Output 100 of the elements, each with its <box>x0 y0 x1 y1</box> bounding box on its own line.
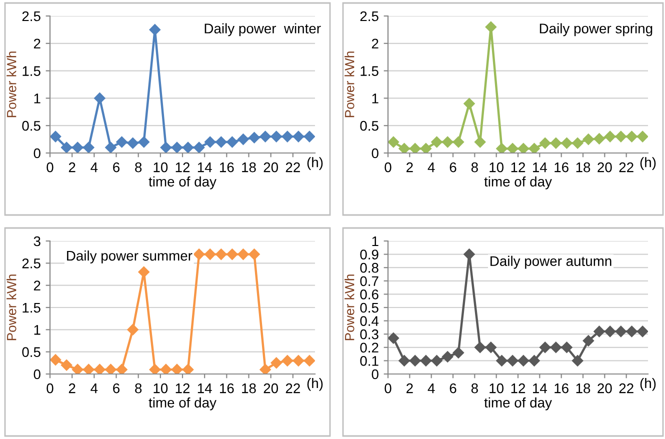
point <box>420 143 432 153</box>
y-tick-label: 0 <box>372 148 378 158</box>
point <box>388 332 400 344</box>
x-tick-label: 2 <box>68 162 76 172</box>
text: (h) <box>640 378 656 391</box>
point <box>270 357 282 369</box>
x-tick-label: 6 <box>450 162 456 172</box>
y-axis-title: Power kWh <box>344 52 354 118</box>
x-tick-label: 6 <box>113 162 120 172</box>
point <box>409 355 421 366</box>
y-tick-label: 2.5 <box>22 11 40 22</box>
x-tick-label: 2 <box>68 383 76 394</box>
point <box>304 130 315 142</box>
point <box>518 143 530 153</box>
point <box>171 142 183 153</box>
point <box>260 364 271 374</box>
x-tick-label: 16 <box>554 162 568 172</box>
point <box>636 130 648 142</box>
point <box>282 355 293 366</box>
point <box>116 136 128 148</box>
point <box>50 130 62 142</box>
point <box>72 364 84 374</box>
point <box>149 364 160 374</box>
point <box>388 136 400 148</box>
point <box>83 142 94 153</box>
y-tick-label: 0.5 <box>360 302 378 313</box>
x-tick-label: 4 <box>90 162 98 172</box>
point <box>561 342 572 354</box>
point <box>506 143 518 153</box>
y-tick-label: 0.8 <box>360 262 378 273</box>
point <box>60 360 72 371</box>
point <box>226 248 238 260</box>
text: (h) <box>307 157 323 170</box>
point <box>193 248 205 260</box>
x-tick-label: 20 <box>264 162 278 172</box>
x-tick-label: 16 <box>554 383 568 394</box>
x-axis-title: time of day <box>148 176 216 190</box>
y-tick-label: 1 <box>372 94 378 104</box>
y-tick-label: 3 <box>34 236 40 246</box>
point <box>474 136 486 148</box>
text: (h) <box>307 378 323 391</box>
point <box>94 92 106 104</box>
point <box>238 134 249 145</box>
x-tick-label: 12 <box>511 162 526 172</box>
y-tick-label: 2.5 <box>22 258 40 268</box>
point <box>204 136 216 148</box>
x-tick-label: 4 <box>428 162 435 172</box>
point <box>604 326 616 338</box>
y-tick-label: 2 <box>34 38 40 48</box>
x-tick-label: 0 <box>46 383 54 394</box>
point <box>431 355 442 366</box>
point <box>204 248 216 260</box>
x-tick-label: 22 <box>286 383 300 394</box>
point <box>464 98 475 110</box>
x-axis-title: time of day <box>484 397 552 410</box>
x-tick-label: 0 <box>384 162 392 172</box>
x-tick-label: 14 <box>198 162 212 172</box>
point <box>594 326 605 338</box>
point <box>116 364 128 374</box>
point <box>216 136 227 148</box>
point <box>496 143 508 153</box>
y-axis-title: Power kWh <box>6 274 16 340</box>
point <box>270 130 282 142</box>
point <box>105 142 116 153</box>
x-tick-label: 0 <box>46 162 54 172</box>
point <box>282 130 293 142</box>
x-tick-label: 22 <box>619 383 634 394</box>
x-tick-label: 8 <box>471 383 478 394</box>
x-tick-label: 6 <box>113 383 120 394</box>
point <box>550 138 562 149</box>
text: Daily power autumn <box>490 256 612 269</box>
point <box>496 355 508 366</box>
y-tick-label: 0.5 <box>22 347 40 358</box>
point <box>539 342 551 354</box>
y-tick-label: 1.5 <box>22 302 40 313</box>
point <box>615 130 627 142</box>
chart-title: Daily power spring <box>540 23 652 36</box>
point <box>83 364 94 374</box>
x-tick-label: 10 <box>490 383 504 394</box>
x-tick-label: 2 <box>406 162 413 172</box>
chart-title: Daily power winter <box>204 23 321 36</box>
point <box>626 326 638 338</box>
point <box>160 364 172 374</box>
x-tick-label: 22 <box>286 162 300 172</box>
x-tick-label: 20 <box>598 162 612 172</box>
point <box>572 355 584 366</box>
point <box>452 347 464 358</box>
x-tick-label: 16 <box>220 383 234 394</box>
x-tick-label: 4 <box>90 384 98 394</box>
x-tick-label: 10 <box>490 162 504 172</box>
x-tick-label: 4 <box>428 384 435 394</box>
point <box>474 342 486 354</box>
y-tick-label: 2 <box>34 280 40 290</box>
y-tick-label: 0 <box>34 148 40 158</box>
point <box>105 364 116 374</box>
point <box>452 136 464 148</box>
y-tick-label: 1.5 <box>22 66 40 76</box>
point <box>636 326 648 338</box>
x-axis-title: time of day <box>484 176 552 190</box>
point <box>50 354 62 366</box>
